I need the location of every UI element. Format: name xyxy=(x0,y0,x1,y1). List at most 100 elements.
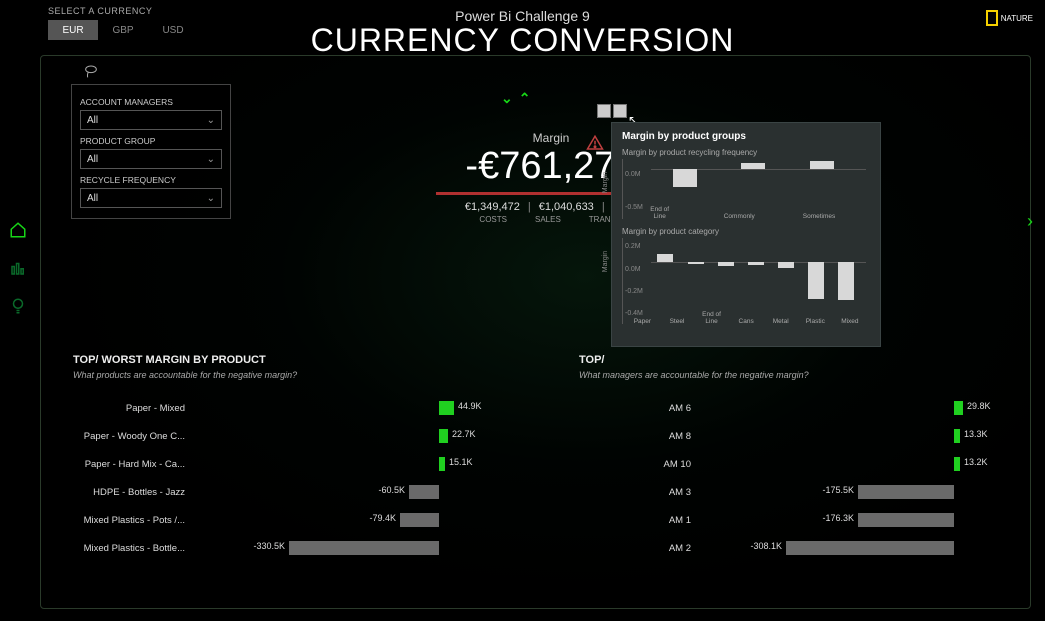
page-titles: Power Bi Challenge 9 CURRENCY CONVERSION xyxy=(0,8,1045,59)
bar-label: AM 6 xyxy=(579,403,699,414)
bar-rect xyxy=(439,429,448,443)
bar-rect xyxy=(786,541,954,555)
filter-label-1: PRODUCT GROUP xyxy=(80,136,222,146)
bar-rect xyxy=(858,485,954,499)
bar-label: HDPE - Bottles - Jazz xyxy=(73,487,193,498)
page-title: CURRENCY CONVERSION xyxy=(0,22,1045,59)
tooltip-panel: Margin by product groups Margin by produ… xyxy=(611,122,881,347)
bar-rect xyxy=(439,401,454,415)
bar-label: AM 1 xyxy=(579,515,699,526)
filter-select-0[interactable]: All ⌄ xyxy=(80,110,222,130)
mini-bar xyxy=(838,262,854,300)
bar-row[interactable]: Paper - Woody One C... 22.7K xyxy=(73,422,493,450)
bar-value: 22.7K xyxy=(452,429,476,439)
kpi-metric-value: €1,040,633 xyxy=(539,201,594,213)
chevron-down-icon: ⌄ xyxy=(207,115,215,126)
bar-row[interactable]: AM 10 13.2K xyxy=(579,450,999,478)
mini-bar xyxy=(741,163,765,169)
expand-arrow-icon[interactable]: ⌃ xyxy=(519,90,531,107)
bar-label: Paper - Woody One C... xyxy=(73,431,193,442)
bar-row[interactable]: Mixed Plastics - Bottle... -330.5K xyxy=(73,534,493,562)
manager-bar-list: AM 629.8KAM 813.3KAM 1013.2KAM 3-175.5KA… xyxy=(579,394,999,562)
mini-bar xyxy=(673,169,697,187)
bar-value: -60.5K xyxy=(378,485,405,495)
kpi-metric-value: €1,349,472 xyxy=(465,201,520,213)
bar-value: 44.9K xyxy=(458,401,482,411)
bar-value: -330.5K xyxy=(253,541,285,551)
kpi-metric-sub: SALES xyxy=(535,215,561,224)
bar-row[interactable]: AM 6 29.8K xyxy=(579,394,999,422)
filter-select-2[interactable]: All ⌄ xyxy=(80,188,222,208)
bar-rect xyxy=(400,513,439,527)
filter-label-0: ACCOUNT MANAGERS xyxy=(80,97,222,107)
bar-value: -176.3K xyxy=(822,513,854,523)
manager-section-header: TOP/ xyxy=(579,354,604,366)
bar-label: Paper - Mixed xyxy=(73,403,193,414)
tooltip-chart2: Margin0.2M0.0M-0.2M-0.4MPaperSteelEnd of… xyxy=(622,238,870,324)
bar-label: AM 2 xyxy=(579,543,699,554)
kpi-metric-sub: COSTS xyxy=(479,215,507,224)
filter-value: All xyxy=(87,154,98,165)
manager-section-sub: What managers are accountable for the ne… xyxy=(579,370,809,380)
nav-bulb-icon[interactable] xyxy=(8,296,28,316)
bar-value: -175.5K xyxy=(822,485,854,495)
focus-icon[interactable] xyxy=(613,104,627,118)
bar-rect xyxy=(954,401,963,415)
warning-icon xyxy=(586,134,604,157)
bar-row[interactable]: AM 1 -176.3K xyxy=(579,506,999,534)
dashboard-frame: ACCOUNT MANAGERS All ⌄ PRODUCT GROUP All ⌄ REC… xyxy=(40,55,1031,609)
mini-bar xyxy=(808,262,824,299)
tooltip-chart2-subtitle: Margin by product category xyxy=(622,227,870,236)
bar-row[interactable]: AM 3 -175.5K xyxy=(579,478,999,506)
filter-icon[interactable] xyxy=(597,104,611,118)
visual-header-icons xyxy=(597,104,627,118)
nav-bars-icon[interactable] xyxy=(8,258,28,278)
bar-rect xyxy=(954,457,960,471)
mini-bar xyxy=(748,262,764,265)
bar-label: AM 3 xyxy=(579,487,699,498)
mini-bar xyxy=(688,262,704,264)
expand-collapse-arrows: ⌄ ⌃ xyxy=(501,90,530,107)
bar-rect xyxy=(954,429,960,443)
bar-label: Paper - Hard Mix - Ca... xyxy=(73,459,193,470)
tooltip-chart1-subtitle: Margin by product recycling frequency xyxy=(622,148,870,157)
filter-select-1[interactable]: All ⌄ xyxy=(80,149,222,169)
bar-value: 13.3K xyxy=(964,429,988,439)
bar-rect xyxy=(858,513,954,527)
bar-rect xyxy=(409,485,439,499)
filter-value: All xyxy=(87,115,98,126)
bar-row[interactable]: Mixed Plastics - Pots /... -79.4K xyxy=(73,506,493,534)
nav-home-icon[interactable] xyxy=(8,220,28,240)
bar-rect xyxy=(439,457,445,471)
bar-value: 15.1K xyxy=(449,457,473,467)
collapse-arrow-icon[interactable]: ⌄ xyxy=(501,90,513,107)
filter-value: All xyxy=(87,193,98,204)
bar-row[interactable]: Paper - Mixed 44.9K xyxy=(73,394,493,422)
mini-bar xyxy=(718,262,734,266)
bar-row[interactable]: AM 2-308.1K xyxy=(579,534,999,562)
bar-row[interactable]: HDPE - Bottles - Jazz -60.5K xyxy=(73,478,493,506)
filter-label-2: RECYCLE FREQUENCY xyxy=(80,175,222,185)
product-section-header: TOP/ WORST MARGIN BY PRODUCT xyxy=(73,354,266,366)
bar-row[interactable]: AM 8 13.3K xyxy=(579,422,999,450)
bar-value: 13.2K xyxy=(964,457,988,467)
bar-label: Mixed Plastics - Bottle... xyxy=(73,543,193,554)
bar-label: AM 8 xyxy=(579,431,699,442)
bar-row[interactable]: Paper - Hard Mix - Ca... 15.1K xyxy=(73,450,493,478)
bar-label: AM 10 xyxy=(579,459,699,470)
bar-label: Mixed Plastics - Pots /... xyxy=(73,515,193,526)
next-page-arrow-icon[interactable]: › xyxy=(1027,211,1033,232)
tooltip-title: Margin by product groups xyxy=(622,131,870,142)
tooltip-chart1: Margin0.0M-0.5MEnd of LineCommonlySometi… xyxy=(622,159,870,219)
chevron-down-icon: ⌄ xyxy=(207,154,215,165)
bar-value: 29.8K xyxy=(967,401,991,411)
bar-value: -79.4K xyxy=(369,513,396,523)
mini-bar xyxy=(657,254,673,261)
bar-rect xyxy=(289,541,439,555)
chevron-down-icon: ⌄ xyxy=(207,193,215,204)
side-nav xyxy=(8,220,28,316)
filter-panel: ACCOUNT MANAGERS All ⌄ PRODUCT GROUP All ⌄ REC… xyxy=(71,84,231,219)
product-bar-list: Paper - Mixed 44.9K Paper - Woody One C...… xyxy=(73,394,493,562)
lasso-icon xyxy=(83,64,99,85)
mini-bar xyxy=(778,262,794,268)
